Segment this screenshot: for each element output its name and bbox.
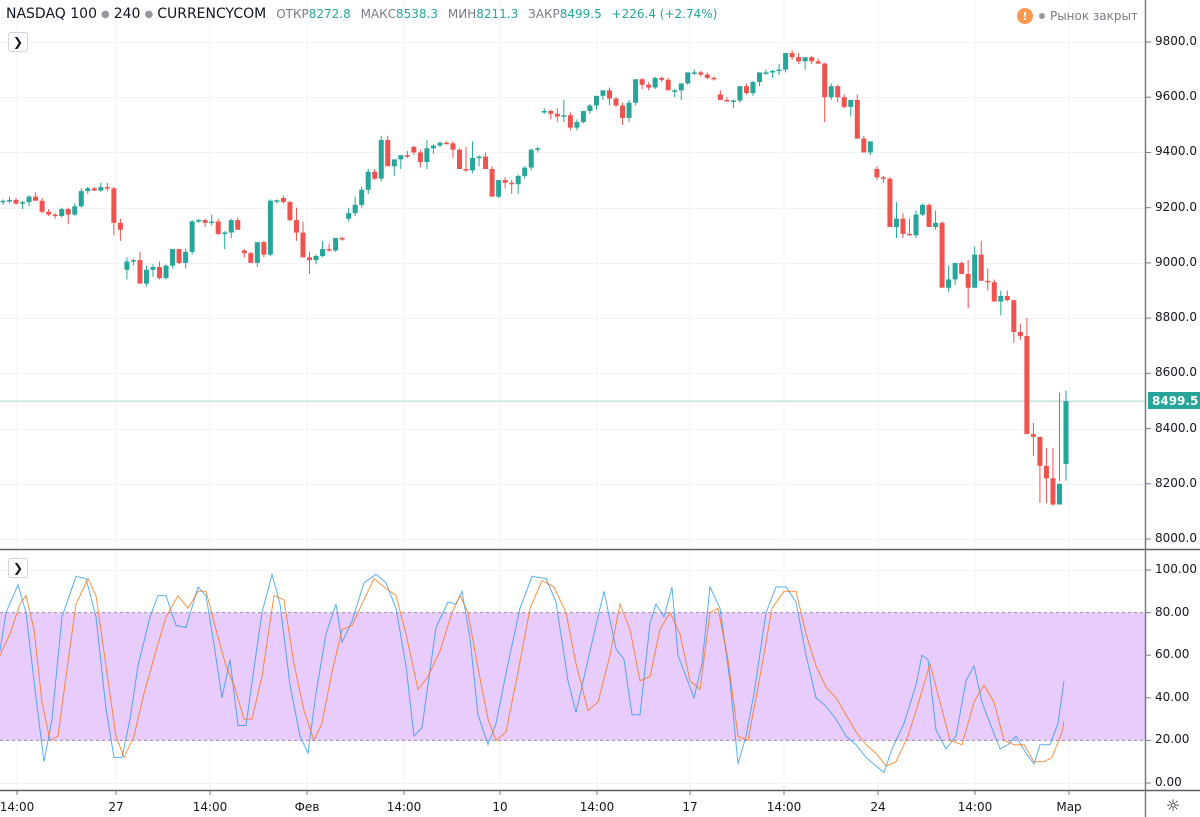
change-value: +226.4 (+2.74%) [611, 7, 718, 21]
time-axis-label: 14:00 [957, 800, 993, 814]
price-axis-label: 8000.0 [1155, 531, 1197, 545]
time-axis-label: 14:00 [579, 800, 615, 814]
time-axis-label: 17 [682, 800, 698, 814]
symbol-name[interactable]: NASDAQ 100 [6, 6, 97, 22]
expand-indicator-legend-button[interactable]: ❯ [8, 558, 28, 578]
price-axis-label: 9600.0 [1155, 89, 1197, 104]
stochastic-axis-label: 40.00 [1155, 689, 1190, 704]
status-dot-icon [1038, 13, 1045, 19]
chevron-right-icon: ❯ [12, 35, 24, 49]
price-axis-label: 8200.0 [1155, 475, 1197, 490]
warning-icon: ! [1016, 8, 1033, 24]
separator-dot: ● [101, 8, 110, 20]
market-status[interactable]: ! Рынок закрыт [1016, 8, 1138, 24]
time-axis-label: 14:00 [0, 800, 35, 814]
high-value: 8538.3 [396, 7, 439, 21]
price-axis-label: 9200.0 [1155, 199, 1197, 214]
stochastic-axis-label: 60.00 [1155, 647, 1190, 662]
time-axis-label: Фев [294, 800, 320, 814]
chevron-right-icon: ❯ [12, 561, 24, 575]
close-label: ЗАКР [528, 7, 560, 21]
time-axis-label: 10 [492, 800, 508, 814]
time-axis-label: 27 [108, 800, 124, 814]
price-axis-label: 8400.0 [1155, 420, 1197, 435]
expand-legend-button[interactable]: ❯ [8, 32, 28, 52]
separator-dot: ● [144, 8, 154, 20]
price-axis-label: 8800.0 [1155, 310, 1197, 325]
price-axis-label: 9000.0 [1155, 254, 1197, 269]
price-axis-label: 8600.0 [1155, 365, 1197, 380]
interval-label[interactable]: 240 [113, 6, 141, 22]
market-status-text: Рынок закрыт [1049, 9, 1138, 23]
time-axis-label: 24 [870, 800, 886, 814]
price-axis-label: 9400.0 [1155, 144, 1197, 159]
stochastic-axis-label: 20.00 [1155, 732, 1190, 747]
time-axis-label: 14:00 [192, 800, 228, 814]
stochastic-axis-label: 0.00 [1155, 775, 1182, 789]
time-axis-label: Мар [1056, 800, 1082, 814]
stochastic-axis-label: 80.00 [1155, 604, 1190, 619]
last-price-tag: 8499.5 [1148, 392, 1200, 409]
high-label: МАКС [360, 7, 397, 21]
time-axis-label: 14:00 [766, 800, 802, 814]
price-axis-label: 9800.0 [1155, 34, 1197, 48]
ohlc-values: ОТКР8272.8 МАКС8538.3 МИН8211.3 ЗАКР8499… [276, 7, 717, 21]
stochastic-axis-label: 100.00 [1155, 562, 1197, 576]
open-value: 8272.8 [308, 7, 351, 21]
low-label: МИН [447, 7, 477, 21]
exchange-label: CURRENCYCOM [157, 6, 267, 22]
chart-legend: NASDAQ 100 ● 240 ● CURRENCYCOM ОТКР8272.… [6, 6, 717, 22]
settings-gear-icon[interactable]: ☼ [1165, 796, 1181, 815]
time-axis-label: 14:00 [386, 800, 422, 814]
low-value: 8211.3 [476, 7, 519, 21]
close-value: 8499.5 [559, 7, 602, 21]
open-label: ОТКР [276, 7, 309, 21]
